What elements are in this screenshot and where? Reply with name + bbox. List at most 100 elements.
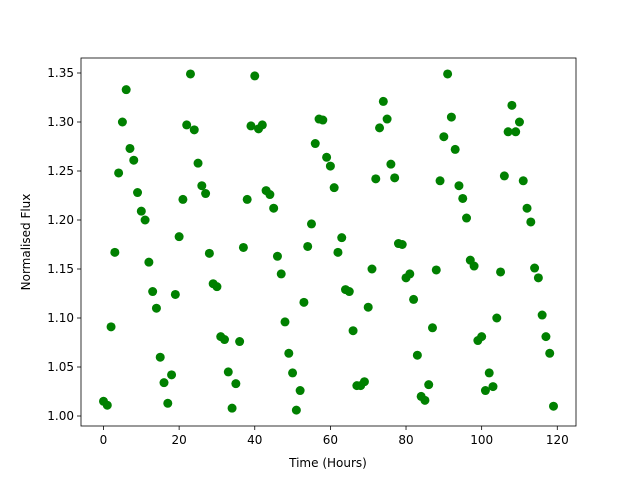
point xyxy=(223,367,233,377)
point xyxy=(382,114,392,124)
point xyxy=(265,190,275,200)
point xyxy=(477,332,487,342)
point xyxy=(333,247,343,257)
y-tick-label: 1.05 xyxy=(47,360,74,374)
point xyxy=(185,69,195,79)
x-tick-label: 20 xyxy=(171,433,186,447)
point xyxy=(431,265,441,275)
point xyxy=(220,335,230,345)
point xyxy=(499,171,509,181)
point xyxy=(378,96,388,106)
x-tick-label: 100 xyxy=(470,433,493,447)
point xyxy=(329,183,339,193)
y-axis-label: Normalised Flux xyxy=(19,194,33,291)
point xyxy=(182,120,192,130)
point xyxy=(235,337,245,347)
point xyxy=(522,203,532,213)
point xyxy=(439,132,449,142)
point xyxy=(151,303,161,313)
point xyxy=(212,282,222,292)
point xyxy=(446,112,456,122)
point xyxy=(530,263,540,273)
point xyxy=(537,310,547,320)
y-tick-label: 1.10 xyxy=(47,311,74,325)
point xyxy=(204,248,214,258)
point xyxy=(511,127,521,137)
point xyxy=(102,400,112,410)
y-tick-label: 1.35 xyxy=(47,66,74,80)
point xyxy=(435,176,445,186)
point xyxy=(386,159,396,169)
point xyxy=(409,294,419,304)
point xyxy=(443,69,453,79)
point xyxy=(174,232,184,242)
point xyxy=(276,269,286,279)
point xyxy=(344,287,354,297)
point xyxy=(549,401,558,411)
point xyxy=(306,219,316,229)
point xyxy=(454,181,464,191)
point xyxy=(106,322,116,332)
point xyxy=(291,405,301,415)
point xyxy=(272,251,282,261)
point xyxy=(427,323,437,333)
point xyxy=(117,117,127,127)
point xyxy=(337,233,347,243)
point xyxy=(148,287,158,297)
point xyxy=(363,302,373,312)
point xyxy=(170,289,180,299)
point xyxy=(238,242,248,252)
point xyxy=(503,127,513,137)
x-axis-label: Time (Hours) xyxy=(288,456,367,470)
point xyxy=(242,194,252,204)
point xyxy=(420,395,430,405)
point xyxy=(310,139,320,149)
point xyxy=(375,123,385,133)
point xyxy=(110,247,120,257)
point xyxy=(450,144,460,154)
x-tick-label: 40 xyxy=(247,433,262,447)
point xyxy=(133,188,143,198)
point xyxy=(129,155,139,165)
point xyxy=(480,386,490,396)
point xyxy=(507,100,517,110)
y-tick-label: 1.25 xyxy=(47,164,74,178)
point xyxy=(227,403,237,413)
point xyxy=(159,378,169,388)
point xyxy=(405,269,415,279)
point xyxy=(526,217,536,227)
point xyxy=(322,152,332,162)
plot-frame xyxy=(80,57,577,427)
point xyxy=(318,115,328,125)
point xyxy=(303,241,313,251)
point xyxy=(390,173,400,183)
point xyxy=(288,368,298,378)
point xyxy=(163,398,173,408)
point xyxy=(269,203,279,213)
point xyxy=(397,239,407,249)
point xyxy=(299,297,309,307)
point xyxy=(193,158,203,168)
x-tick-label: 80 xyxy=(398,433,413,447)
point xyxy=(167,370,177,380)
point xyxy=(514,117,524,127)
point xyxy=(492,313,502,323)
point xyxy=(541,332,551,342)
point xyxy=(257,120,267,130)
point xyxy=(488,382,498,392)
point xyxy=(231,379,241,389)
point xyxy=(533,273,543,283)
point xyxy=(197,181,207,191)
point xyxy=(125,143,135,153)
point xyxy=(371,174,381,184)
point xyxy=(121,85,131,95)
y-tick-label: 1.15 xyxy=(47,262,74,276)
point xyxy=(496,267,506,277)
point xyxy=(518,176,528,186)
point xyxy=(412,350,422,360)
y-tick-label: 1.30 xyxy=(47,115,74,129)
point xyxy=(178,194,188,204)
